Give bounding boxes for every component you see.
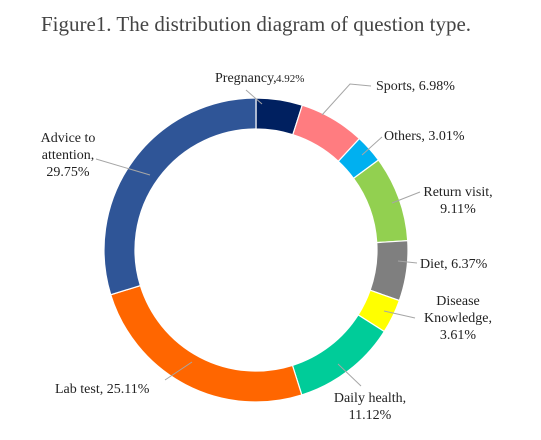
donut-slice [352,159,409,244]
slice-value-label: 4.92% [276,73,304,85]
slice-label-line: Others, 3.01% [384,129,465,144]
slice-label: Pregnancy, [215,71,277,86]
leader-line [164,361,193,381]
slice-label-line: 3.61% [440,328,477,343]
slice-label-line: Pregnancy, [215,71,277,86]
leader-line [95,158,151,176]
slice-label-line: Return visit, [423,185,492,200]
slice-label: Disease Knowledge, 3.61% [424,294,492,343]
leader-line [361,136,383,156]
slice-label-line: Sports, 6.98% [376,79,455,94]
leader-line [391,191,421,204]
leader-line [397,260,418,264]
slice-label-line: Lab test, 25.11% [55,382,150,397]
slice-label: Sports, 6.98% [376,79,455,94]
slice-labels: Pregnancy, 4.92% Sports, 6.98% Others, 3.01… [41,71,493,423]
slice-label-line: Knowledge, [424,311,492,326]
leader-line [383,310,416,319]
slice-label: Lab test, 25.11% [55,382,150,397]
leader-line [245,89,263,105]
leader-line [337,363,362,387]
chart-title: Figure1. The distribution diagram of que… [41,12,471,36]
slice-label: Return visit, 9.11% [423,185,492,217]
donut-slice [369,240,409,302]
slice-label-line: Daily health, [334,391,406,406]
slice-label-line: Disease [436,294,480,309]
slice-label: Daily health, 11.12% [334,391,406,423]
slice-label: Diet, 6.37% [420,257,488,272]
slice-label-line: 29.75% [46,165,90,180]
donut-slices [103,97,409,403]
donut-slice [291,314,386,396]
slice-label-line: attention, [42,148,95,163]
slice-label-line: 9.11% [440,202,476,217]
slice-label: Others, 3.01% [384,129,465,144]
leader-line [321,83,372,116]
donut-slice [103,97,257,296]
leader-lines [95,83,421,387]
slice-label-line: Advice to [41,131,96,146]
slice-label: Advice to attention, 29.75% [41,131,96,180]
slice-label-line: 11.12% [349,408,392,423]
slice-label-line: Diet, 6.37% [420,257,488,272]
